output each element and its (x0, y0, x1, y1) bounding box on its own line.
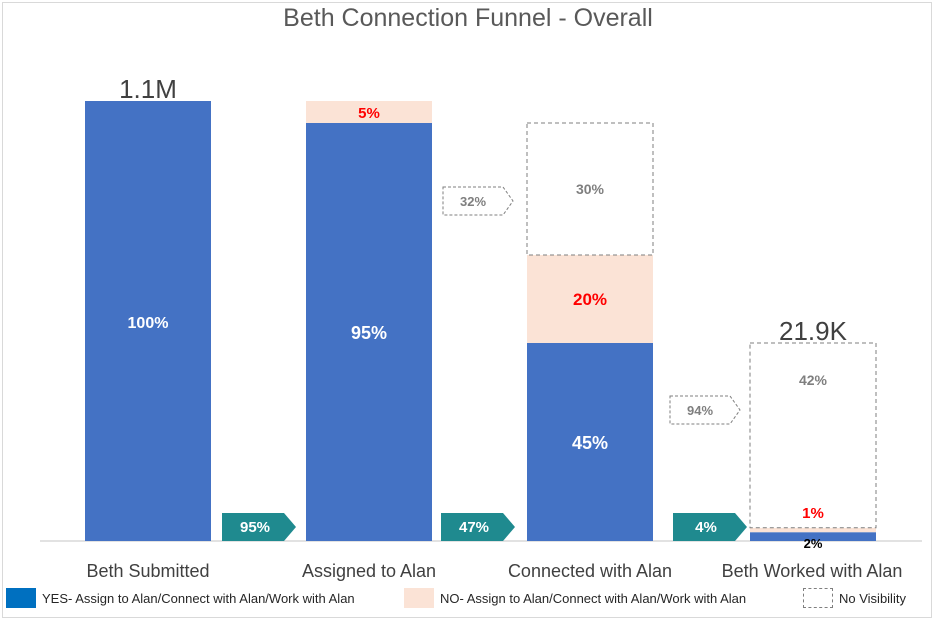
legend-label-novis: No Visibility (839, 590, 906, 606)
chart-title: Beth Connection Funnel - Overall (283, 4, 653, 32)
legend-label-yes: YES- Assign to Alan/Connect with Alan/Wo… (42, 590, 355, 606)
label-novis-3: 42% (799, 372, 828, 388)
legend-item-yes: YES- Assign to Alan/Connect with Alan/Wo… (6, 588, 355, 608)
label-yes-1: 95% (351, 323, 387, 343)
visibility-callout-1 (669, 395, 741, 425)
legend-item-novis: No Visibility (803, 588, 906, 608)
legend-swatch-yes (6, 588, 36, 608)
label-yes-2: 45% (572, 433, 608, 453)
bar-novis-3 (749, 342, 877, 529)
visibility-callout-label-1: 94% (687, 403, 713, 418)
bar-no-3 (750, 527, 876, 533)
legend-swatch-no (404, 588, 434, 608)
label-yes-0: 100% (128, 315, 169, 332)
bar-yes-0 (85, 101, 211, 541)
label-yes-3: 2% (804, 536, 823, 551)
conversion-label-1: 47% (459, 519, 489, 536)
bar-yes-3 (750, 532, 876, 541)
label-no-1: 5% (358, 105, 380, 122)
label-no-2: 20% (573, 290, 607, 309)
total-label-3: 21.9K (779, 316, 848, 346)
conversion-arrow-2 (673, 513, 747, 541)
total-label-0: 1.1M (119, 74, 177, 104)
conversion-label-2: 4% (695, 519, 717, 536)
category-label-1: Assigned to Alan (302, 561, 436, 581)
label-novis-2: 30% (576, 181, 605, 197)
conversion-label-0: 95% (240, 519, 270, 536)
visibility-callout-0 (442, 186, 514, 216)
legend-item-no: NO- Assign to Alan/Connect with Alan/Wor… (404, 588, 746, 608)
category-label-3: Beth Worked with Alan (722, 561, 903, 581)
bar-no-2 (527, 255, 653, 343)
legend-label-no: NO- Assign to Alan/Connect with Alan/Wor… (440, 590, 747, 606)
bar-no-1 (306, 101, 432, 123)
bar-novis-2 (526, 122, 654, 256)
visibility-callout-label-0: 32% (460, 194, 486, 209)
legend: YES- Assign to Alan/Connect with Alan/Wo… (0, 588, 936, 614)
category-label-2: Connected with Alan (508, 561, 672, 581)
conversion-arrow-0 (222, 513, 296, 541)
conversion-arrow-1 (441, 513, 515, 541)
label-no-3: 1% (802, 505, 824, 522)
bar-yes-2 (527, 343, 653, 541)
category-label-0: Beth Submitted (86, 561, 209, 581)
legend-swatch-novis (803, 588, 833, 608)
bar-yes-1 (306, 123, 432, 541)
